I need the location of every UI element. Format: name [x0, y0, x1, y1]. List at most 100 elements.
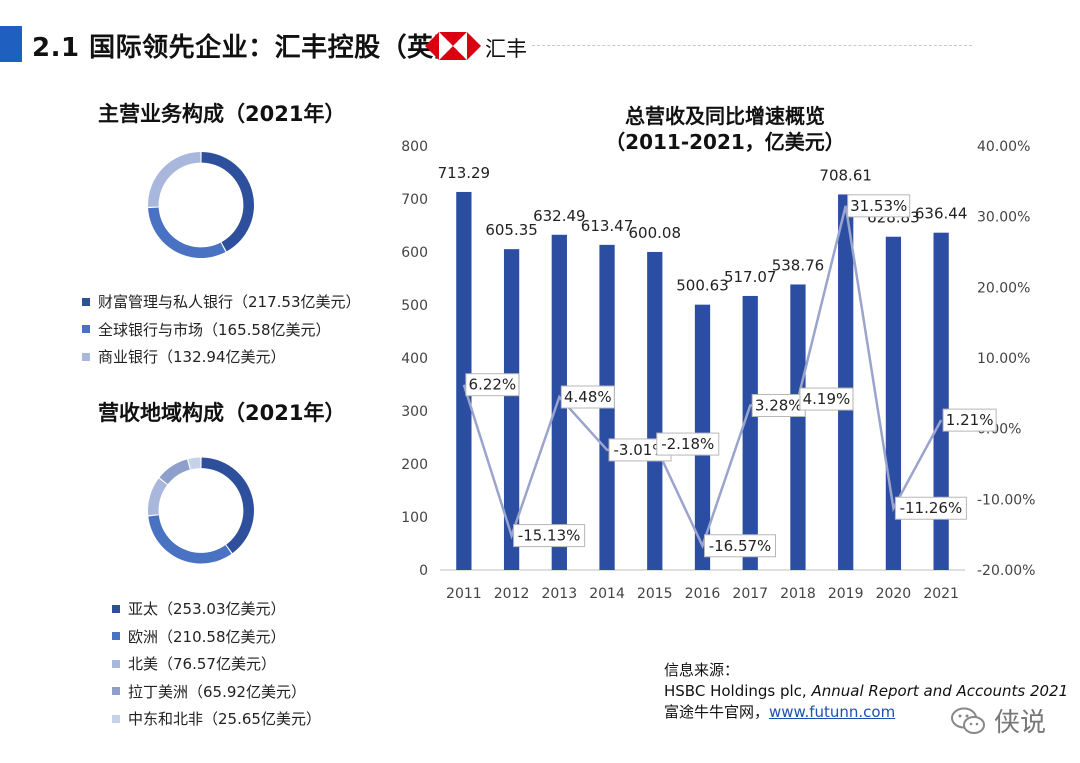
- x-tick-label: 2016: [685, 586, 721, 602]
- growth-label-box: [560, 385, 615, 409]
- x-tick-label: 2013: [541, 586, 577, 602]
- growth-label-text: 4.19%: [803, 390, 851, 408]
- revenue-bar-label: 517.07: [724, 268, 777, 286]
- growth-line: [462, 205, 943, 550]
- hsbc-logo-icon: [425, 32, 481, 60]
- growth-label-box: [847, 194, 911, 218]
- y-right-tick-label: -20.00%: [977, 563, 1035, 579]
- business-mix-legend-label: 财富管理与私人银行（217.53亿美元）: [98, 293, 361, 312]
- business-mix-legend-swatch: [82, 297, 90, 306]
- revenue-bar: [551, 234, 567, 570]
- x-tick-label: 2014: [589, 586, 625, 602]
- growth-label-box: [704, 534, 776, 558]
- growth-label-text: 31.53%: [850, 197, 907, 215]
- growth-data-label: 4.19%: [799, 387, 854, 411]
- region-mix-legend-item: 拉丁美洲（65.92亿美元）: [112, 678, 321, 706]
- business-mix-donut: [148, 152, 254, 258]
- business-mix-legend-label: 商业银行（132.94亿美元）: [98, 348, 286, 367]
- growth-label-text: 1.21%: [946, 411, 994, 429]
- watermark: 侠说: [950, 702, 1046, 739]
- region-mix-slice-0: [201, 457, 254, 554]
- region-mix-legend-swatch: [112, 604, 120, 613]
- growth-data-label: -2.18%: [656, 432, 720, 456]
- region-mix-legend-item: 欧洲（210.58亿美元）: [112, 623, 321, 651]
- revenue-bar-label: 613.47: [581, 217, 634, 235]
- x-tick-label: 2019: [828, 586, 864, 602]
- revenue-bar-label: 600.08: [629, 224, 682, 242]
- y-right-tick-label: -10.00%: [977, 492, 1035, 508]
- region-mix-legend-item: 中东和北非（25.65亿美元）: [112, 705, 321, 733]
- wechat-icon: [951, 707, 985, 734]
- revenue-bar: [647, 251, 663, 570]
- revenue-bar: [503, 249, 520, 570]
- growth-label-text: 3.28%: [755, 396, 803, 414]
- source-line1-italic: Annual Report and Accounts 2021: [811, 682, 1069, 700]
- growth-data-label: 1.21%: [942, 408, 997, 432]
- region-mix-legend-swatch: [112, 714, 120, 723]
- business-mix-slice-1: [148, 207, 226, 258]
- growth-label-text: -11.26%: [900, 499, 963, 517]
- growth-label-text: 6.22%: [469, 376, 517, 394]
- revenue-bar-label: 500.63: [676, 277, 729, 295]
- revenue-bar-label: 713.29: [438, 164, 491, 182]
- x-tick-label: 2021: [923, 586, 959, 602]
- business-mix-legend-item: 全球银行与市场（165.58亿美元）: [82, 316, 361, 344]
- x-tick-label: 2018: [780, 586, 816, 602]
- y-right-tick-label: 30.00%: [977, 210, 1030, 226]
- y-right-tick-label: 40.00%: [977, 139, 1030, 155]
- business-mix-legend-swatch: [82, 325, 90, 334]
- revenue-bar: [838, 194, 854, 570]
- growth-data-label: 3.28%: [751, 393, 806, 417]
- revenue-bar: [456, 191, 472, 570]
- source-line1-plain: HSBC Holdings plc,: [664, 682, 812, 700]
- business-mix-legend: 财富管理与私人银行（217.53亿美元） 全球银行与市场（165.58亿美元） 商业…: [82, 288, 361, 371]
- revenue-bar-label: 708.61: [819, 166, 872, 184]
- growth-data-label: 6.22%: [465, 373, 520, 397]
- y-right-tick-label: 10.00%: [977, 351, 1030, 367]
- region-mix-legend-label: 中东和北非（25.65亿美元）: [128, 710, 321, 729]
- source-line2-plain: 富途牛牛官网，: [664, 703, 770, 721]
- x-tick-label: 2015: [637, 586, 673, 602]
- growth-label-text: -16.57%: [709, 537, 772, 555]
- growth-label-text: -3.01%: [614, 441, 667, 459]
- revenue-bar-label: 605.35: [485, 221, 538, 239]
- business-mix-legend-swatch: [82, 352, 90, 361]
- revenue-bar: [742, 295, 758, 570]
- growth-label-text: -15.13%: [518, 527, 581, 545]
- revenue-growth-chart: 0100200300400500600700800-20.00%-10.00%0…: [401, 139, 1035, 602]
- growth-label-text: 4.48%: [564, 388, 612, 406]
- source-link[interactable]: www.futunn.com: [769, 703, 896, 721]
- region-mix-legend-label: 北美（76.57亿美元）: [128, 655, 276, 674]
- business-mix-slice-0: [201, 152, 254, 252]
- growth-data-label: 4.48%: [560, 385, 615, 409]
- source-note: 信息来源： HSBC Holdings plc, Annual Report a…: [664, 660, 1068, 723]
- y-left-tick-label: 800: [401, 139, 428, 155]
- region-mix-legend-item: 亚太（253.03亿美元）: [112, 595, 321, 623]
- revenue-bar-label: 636.44: [915, 205, 968, 223]
- growth-data-label: 31.53%: [847, 194, 911, 218]
- region-mix-donut: [148, 457, 254, 564]
- business-mix-legend-item: 商业银行（132.94亿美元）: [82, 343, 361, 371]
- region-mix-slice-1: [148, 515, 232, 564]
- y-left-tick-label: 500: [401, 298, 428, 314]
- growth-label-text: -2.18%: [661, 435, 714, 453]
- region-mix-slice-2: [148, 478, 168, 516]
- revenue-bar-label: 632.49: [533, 207, 586, 225]
- revenue-bar-label: 538.76: [772, 256, 825, 274]
- growth-label-box: [656, 432, 720, 456]
- growth-label-box: [513, 524, 586, 548]
- business-mix-legend-item: 财富管理与私人银行（217.53亿美元）: [82, 288, 361, 316]
- revenue-bar: [790, 284, 806, 570]
- business-mix-title: 主营业务构成（2021年）: [98, 102, 346, 126]
- source-heading: 信息来源：: [664, 661, 740, 679]
- logo-text: 汇丰: [485, 37, 527, 61]
- y-right-tick-label: 20.00%: [977, 280, 1030, 296]
- title-divider: [532, 45, 972, 46]
- growth-label-box: [799, 387, 854, 411]
- region-mix-legend-label: 拉丁美洲（65.92亿美元）: [128, 682, 306, 701]
- revenue-bar: [885, 236, 902, 570]
- growth-label-box: [942, 408, 997, 432]
- region-mix-title: 营收地域构成（2021年）: [98, 401, 346, 425]
- y-left-tick-label: 700: [401, 192, 428, 208]
- region-mix-legend-label: 亚太（253.03亿美元）: [128, 600, 286, 619]
